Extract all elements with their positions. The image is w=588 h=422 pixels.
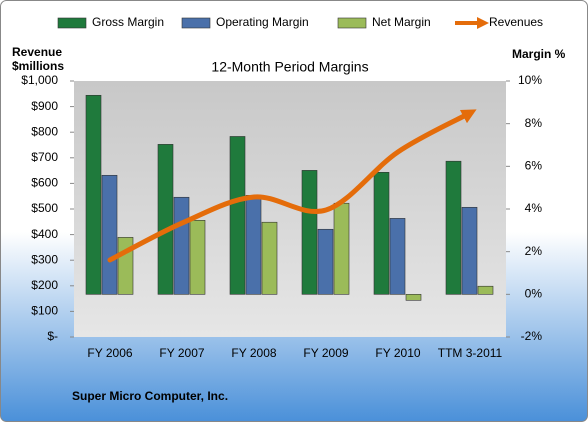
y-tick-label: $200 [31,278,58,292]
y-tick-label: $900 [31,99,58,113]
bar [317,228,334,295]
plot-area [74,81,506,337]
bar [157,144,174,295]
legend-label: Revenues [489,15,543,29]
x-tick-label: FY 2008 [231,346,276,360]
y-tick-label: $800 [31,124,58,138]
y-axis-label: $millions [12,59,64,73]
legend-swatch [57,17,87,29]
line [107,109,477,263]
y-tick-label: $500 [31,201,58,215]
legend-swatch [181,17,211,29]
legend-label: Gross Margin [92,15,164,29]
bar [333,202,350,295]
y2-tick-label: 4% [525,201,543,215]
footer: Super Micro Computer, Inc. [72,389,228,403]
legend-label: Net Margin [372,15,431,29]
y2-axis-label: Margin % [512,47,566,61]
y-tick-label: $600 [31,176,58,190]
y-tick-label: $400 [31,227,58,241]
bar [189,220,206,295]
bar [173,196,190,295]
bar [301,170,318,295]
legend-label: Operating Margin [216,15,309,29]
legend-swatch [337,17,367,29]
y-tick-label: $700 [31,150,58,164]
x-tick-label: FY 2006 [87,346,132,360]
bar [445,160,462,295]
bar [245,195,262,295]
y-axis-label: Revenue [12,45,62,59]
bar [261,221,278,295]
y2-tick-label: 2% [525,244,543,258]
bar [85,94,102,295]
y2-tick-label: 6% [525,159,543,173]
y2-tick-label: 10% [518,73,542,87]
bar [461,206,478,295]
y-tick-label: $100 [31,304,58,318]
x-tick-label: FY 2010 [375,346,420,360]
chart-title: 12-Month Period Margins [211,59,368,75]
bar [229,136,246,295]
bar [389,218,406,295]
y-tick-label: $- [47,329,58,343]
x-tick-label: TTM 3-2011 [438,346,503,360]
bar [101,174,118,295]
bar [373,172,390,295]
bar [477,285,494,295]
x-tick-label: FY 2007 [159,346,204,360]
y-tick-label: $300 [31,252,58,266]
bar [117,237,134,295]
y-tick-label: $1,000 [21,73,58,87]
x-tick-label: FY 2009 [303,346,348,360]
y2-tick-label: 8% [525,116,543,130]
bar [405,294,422,301]
y2-tick-label: -2% [521,329,543,343]
y2-tick-label: 0% [525,287,543,301]
